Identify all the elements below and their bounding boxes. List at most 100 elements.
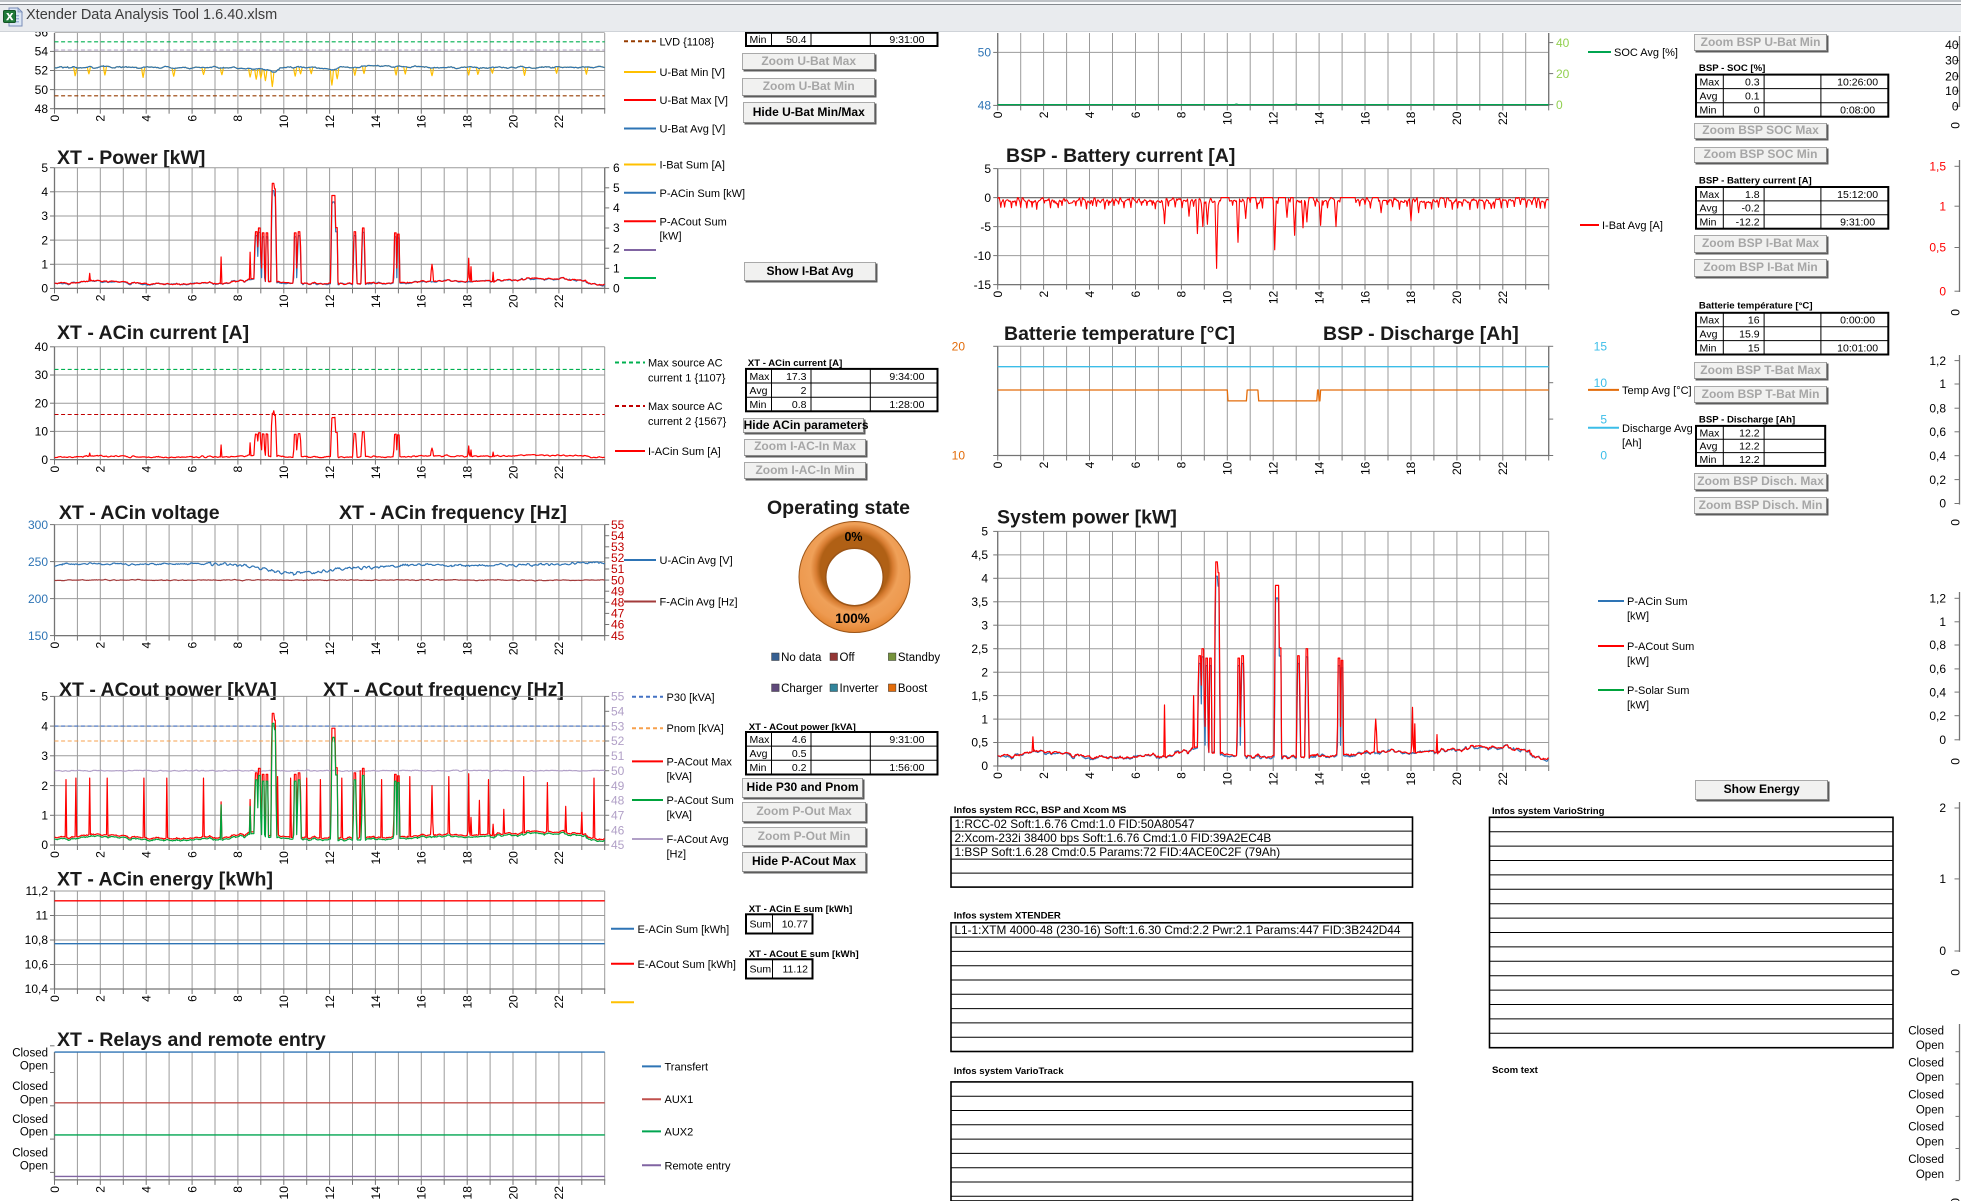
svg-text:0:08:00: 0:08:00 (1840, 105, 1875, 117)
svg-text:XT - ACin energy [kWh]: XT - ACin energy [kWh] (57, 869, 273, 891)
svg-text:16: 16 (1358, 290, 1372, 304)
svg-text:0: 0 (1952, 99, 1959, 113)
svg-text:20: 20 (506, 294, 520, 308)
svg-text:Closed: Closed (12, 1114, 48, 1126)
svg-text:Avg: Avg (1700, 328, 1718, 340)
svg-text:22: 22 (1496, 461, 1510, 475)
svg-text:E-ACin Sum [kWh]: E-ACin Sum [kWh] (638, 924, 730, 936)
svg-text:XT - ACout E sum [kWh]: XT - ACout E sum [kWh] (749, 949, 859, 960)
svg-text:12: 12 (1267, 111, 1281, 125)
svg-text:0: 0 (1939, 733, 1946, 747)
svg-text:2: 2 (1939, 801, 1946, 815)
svg-text:Avg: Avg (750, 748, 768, 760)
svg-text:Avg: Avg (750, 385, 768, 397)
svg-text:30: 30 (35, 368, 49, 382)
svg-text:14: 14 (369, 851, 383, 865)
svg-text:10: 10 (277, 1186, 291, 1200)
svg-text:12: 12 (323, 641, 337, 655)
svg-text:4: 4 (140, 294, 154, 301)
svg-text:8: 8 (231, 465, 245, 472)
svg-text:Min: Min (1700, 454, 1717, 466)
svg-text:0: 0 (1600, 449, 1607, 463)
svg-text:15:12:00: 15:12:00 (1837, 189, 1878, 201)
svg-text:Closed: Closed (1908, 1025, 1944, 1037)
svg-text:XT - Power [kW]: XT - Power [kW] (57, 147, 205, 169)
svg-text:50: 50 (35, 83, 49, 97)
svg-text:14: 14 (369, 115, 383, 129)
svg-text:18: 18 (461, 465, 475, 479)
svg-text:20: 20 (1450, 111, 1464, 125)
svg-text:45: 45 (611, 629, 625, 643)
svg-text:-10: -10 (974, 249, 992, 263)
svg-text:XT - Relays and remote entry: XT - Relays and remote entry (57, 1029, 326, 1051)
svg-text:Sum: Sum (750, 964, 772, 976)
svg-text:8: 8 (231, 115, 245, 122)
svg-text:4.6: 4.6 (792, 734, 807, 746)
svg-text:Standby: Standby (898, 652, 940, 664)
svg-text:0: 0 (48, 851, 62, 858)
svg-text:0: 0 (1949, 122, 1961, 129)
svg-text:10: 10 (277, 851, 291, 865)
svg-text:0,6: 0,6 (1929, 425, 1946, 439)
svg-text:8: 8 (231, 851, 245, 858)
svg-text:XT - ACin frequency [Hz]: XT - ACin frequency [Hz] (339, 502, 567, 524)
svg-text:Closed: Closed (12, 1081, 48, 1093)
svg-text:1: 1 (1939, 615, 1946, 629)
svg-text:0: 0 (41, 453, 48, 467)
svg-text:1: 1 (1939, 872, 1946, 886)
svg-text:11.12: 11.12 (783, 964, 809, 976)
svg-text:2: 2 (1037, 461, 1051, 468)
svg-text:53: 53 (611, 719, 625, 733)
svg-text:10,6: 10,6 (25, 958, 49, 972)
svg-text:12.2: 12.2 (1739, 454, 1760, 466)
svg-text:BSP - Battery current [A]: BSP - Battery current [A] (1699, 176, 1812, 187)
svg-text:12: 12 (323, 1186, 337, 1200)
svg-text:10: 10 (277, 641, 291, 655)
svg-text:14: 14 (1312, 772, 1326, 786)
svg-text:1: 1 (1939, 377, 1946, 391)
svg-text:10: 10 (1945, 84, 1959, 98)
svg-text:12: 12 (323, 294, 337, 308)
svg-text:6: 6 (185, 995, 199, 1002)
svg-text:Infos system XTENDER: Infos system XTENDER (954, 911, 1061, 922)
svg-text:4: 4 (140, 1186, 154, 1193)
svg-text:Open: Open (1916, 1072, 1944, 1084)
svg-text:10,4: 10,4 (25, 982, 49, 996)
svg-text:Boost: Boost (898, 683, 928, 695)
svg-text:0: 0 (1556, 98, 1563, 112)
svg-text:U-Bat Min [V]: U-Bat Min [V] (660, 67, 725, 79)
svg-text:XT - ACin E sum [kWh]: XT - ACin E sum [kWh] (749, 904, 853, 915)
svg-text:50.4: 50.4 (786, 34, 807, 46)
svg-text:2: 2 (94, 115, 108, 122)
svg-text:0%: 0% (844, 530, 862, 544)
svg-text:L1-1:XTM 4000-48 (230-16) Soft: L1-1:XTM 4000-48 (230-16) Soft:1.6.30 Cm… (955, 923, 1401, 937)
svg-text:0.3: 0.3 (1745, 76, 1760, 88)
svg-text:BSP - Discharge [Ah]: BSP - Discharge [Ah] (1323, 323, 1519, 345)
svg-text:8: 8 (1175, 290, 1189, 297)
svg-text:52: 52 (35, 64, 49, 78)
svg-text:1:28:00: 1:28:00 (889, 399, 924, 411)
svg-text:8: 8 (231, 294, 245, 301)
svg-text:4: 4 (981, 572, 988, 586)
svg-text:14: 14 (369, 995, 383, 1009)
svg-text:20: 20 (1450, 461, 1464, 475)
svg-text:12: 12 (1267, 772, 1281, 786)
svg-text:3: 3 (41, 749, 48, 763)
svg-text:12.2: 12.2 (1739, 441, 1760, 453)
svg-text:4: 4 (140, 851, 154, 858)
svg-text:I-ACin Sum [A]: I-ACin Sum [A] (648, 446, 721, 458)
svg-text:16: 16 (415, 851, 429, 865)
svg-text:[kW]: [kW] (1627, 656, 1649, 668)
svg-text:Open: Open (20, 1161, 48, 1173)
svg-text:2: 2 (1037, 290, 1051, 297)
svg-text:4: 4 (1083, 111, 1097, 118)
svg-text:10: 10 (35, 425, 49, 439)
svg-text:16: 16 (415, 465, 429, 479)
svg-text:15: 15 (1748, 342, 1760, 354)
svg-text:Avg: Avg (1700, 203, 1718, 215)
svg-text:Temp Avg [°C]: Temp Avg [°C] (1622, 385, 1692, 397)
svg-text:0: 0 (1949, 309, 1961, 316)
svg-text:Open: Open (1916, 1169, 1944, 1181)
svg-text:Max: Max (750, 734, 771, 746)
svg-text:14: 14 (1312, 290, 1326, 304)
